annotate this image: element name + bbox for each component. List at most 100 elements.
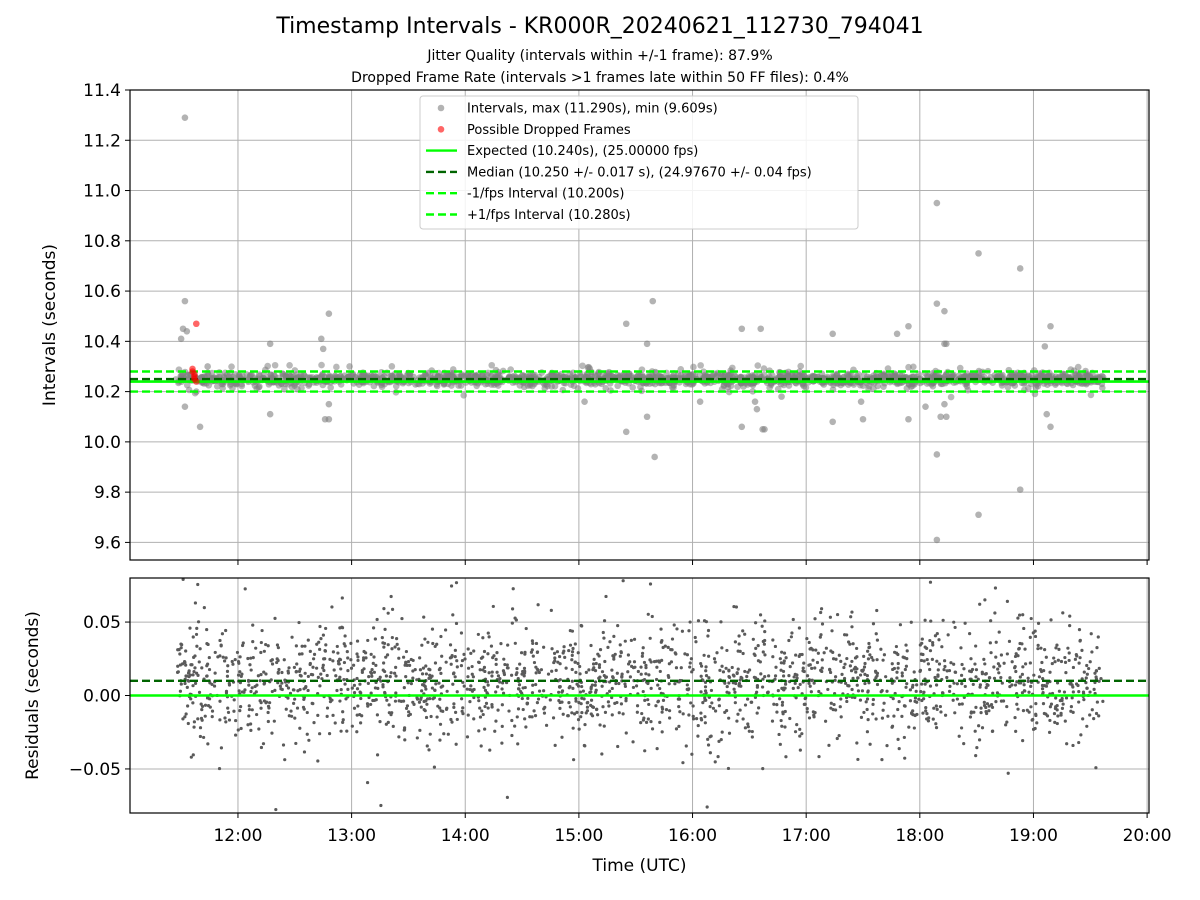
residual-point <box>703 689 708 693</box>
residual-point <box>571 726 575 730</box>
residual-point <box>270 658 274 662</box>
residual-point <box>732 674 736 678</box>
residual-point <box>236 673 241 677</box>
residual-point <box>350 724 354 728</box>
residual-point <box>1017 647 1021 651</box>
residual-point <box>535 700 540 705</box>
residual-point <box>555 650 559 654</box>
residual-point <box>476 632 480 637</box>
residual-point <box>422 699 426 704</box>
residual-point <box>425 702 429 706</box>
residual-point <box>304 684 308 689</box>
residual-point <box>311 657 316 661</box>
residual-point <box>921 652 925 657</box>
residual-point <box>305 710 309 715</box>
residual-point <box>294 669 299 674</box>
x-tick-label: 12:00 <box>213 826 262 846</box>
residual-point <box>866 717 870 722</box>
residual-point <box>434 682 438 686</box>
residual-point <box>973 662 977 666</box>
residual-point <box>191 635 195 639</box>
interval-outlier-point <box>753 405 761 413</box>
residual-point <box>604 594 608 599</box>
residual-point <box>1026 679 1030 683</box>
residual-point <box>465 735 470 739</box>
residual-point <box>810 666 814 671</box>
residual-point <box>696 619 701 623</box>
residual-point <box>603 659 607 664</box>
interval-point <box>760 365 768 372</box>
residual-point <box>404 674 408 679</box>
interval-point <box>448 382 455 389</box>
residual-point <box>1021 613 1025 617</box>
x-tick-label: 16:00 <box>668 826 717 846</box>
residual-point <box>908 699 913 703</box>
interval-outlier-point <box>204 363 211 370</box>
interval-outlier-point <box>196 423 204 431</box>
residual-point <box>690 752 694 756</box>
residual-point <box>721 670 726 674</box>
residual-point <box>871 622 876 626</box>
residual-point <box>1044 655 1048 659</box>
residual-point <box>984 710 988 714</box>
interval-point <box>697 362 704 369</box>
residual-point <box>183 681 187 686</box>
residual-point <box>629 638 633 642</box>
residual-point <box>974 675 978 679</box>
residual-point <box>574 699 578 703</box>
residual-point <box>399 699 403 703</box>
residual-point <box>719 737 723 742</box>
residual-point <box>589 643 593 648</box>
residual-point <box>587 668 591 672</box>
top-plot-area <box>130 114 1149 544</box>
residual-point <box>1045 714 1050 718</box>
residual-point <box>424 687 428 691</box>
residual-point <box>292 665 296 670</box>
residual-point <box>339 729 343 733</box>
residual-point <box>563 655 567 659</box>
top-y-tick-label: 9.8 <box>94 483 121 503</box>
residual-point <box>743 726 748 730</box>
residual-point <box>179 682 183 686</box>
residual-point <box>306 674 310 679</box>
residual-point <box>717 698 721 702</box>
residual-point <box>488 748 492 752</box>
residual-point <box>539 668 544 672</box>
residual-point <box>624 699 628 703</box>
residual-point <box>640 654 644 658</box>
interval-point <box>228 363 235 370</box>
interval-outlier-point <box>943 340 950 348</box>
residual-point <box>988 641 992 645</box>
residual-point <box>322 668 326 673</box>
residual-point <box>1027 690 1031 694</box>
residual-point <box>336 659 341 663</box>
interval-point <box>255 384 262 391</box>
residual-point <box>733 640 737 644</box>
residual-point <box>800 652 804 657</box>
residual-point <box>453 675 457 679</box>
x-tick-label: 18:00 <box>895 826 944 846</box>
residual-point <box>969 657 973 661</box>
residual-point <box>805 710 809 714</box>
residual-point <box>659 691 663 695</box>
interval-point <box>298 384 305 392</box>
residual-point <box>990 705 995 709</box>
residual-point <box>813 666 817 670</box>
residual-point <box>1095 646 1099 650</box>
residual-point <box>438 738 442 742</box>
residual-point <box>957 734 961 738</box>
residual-point <box>1077 661 1081 665</box>
residual-point <box>618 643 622 647</box>
residual-point <box>530 691 535 695</box>
residual-point <box>570 711 574 715</box>
residual-point <box>880 758 884 762</box>
residual-point <box>604 675 608 679</box>
residual-point <box>610 713 614 717</box>
residual-point <box>969 711 973 715</box>
residual-point <box>847 684 851 688</box>
residual-point <box>863 672 867 676</box>
top-y-axis-label: Intervals (seconds) <box>40 244 60 406</box>
residual-point <box>293 716 297 720</box>
interval-outlier-point <box>975 250 982 257</box>
residual-point <box>297 620 301 625</box>
